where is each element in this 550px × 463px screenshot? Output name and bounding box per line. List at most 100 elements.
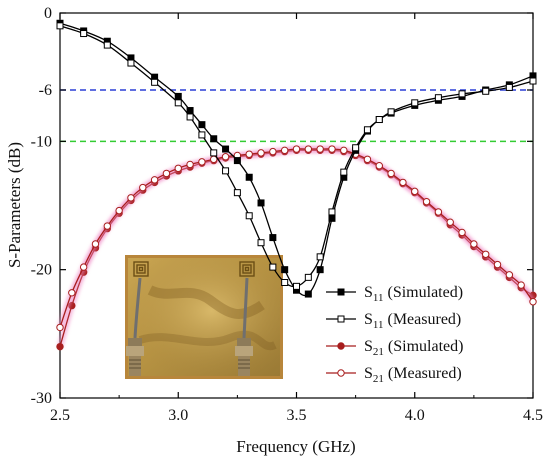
legend-label-1: S11 (Measured) [364, 311, 461, 331]
series-3-point-0 [56, 323, 64, 332]
series-0-point-8 [210, 135, 218, 143]
series-2-point-0 [56, 342, 64, 351]
series-0-point-12 [257, 199, 265, 207]
y-tick-label-2: -10 [31, 133, 52, 150]
series-3-point-23 [328, 145, 336, 153]
series-0-point-5 [174, 92, 182, 100]
series-3-point-20 [292, 145, 301, 153]
series-1-point-8 [210, 149, 218, 157]
series-1-point-19 [340, 168, 348, 176]
legend-marker-1 [337, 315, 345, 323]
series-3-point-9 [162, 169, 171, 178]
series-layer [56, 19, 537, 351]
series-3-point-39 [517, 281, 525, 289]
series-3-point-1 [68, 289, 76, 297]
series-1-point-7 [198, 131, 206, 139]
series-1-point-12 [257, 239, 265, 247]
x-tick-label-3: 4.0 [405, 407, 425, 424]
series-1-point-14 [281, 279, 289, 286]
series-0-point-17 [316, 266, 324, 274]
legend-label-2: S21 (Simulated) [364, 338, 463, 358]
series-3-point-14 [221, 153, 230, 161]
series-1-point-18 [328, 208, 336, 216]
series-3-point-37 [493, 260, 502, 269]
legend-marker-3 [337, 369, 345, 377]
series-1-point-26 [458, 90, 466, 98]
series-1-point-22 [375, 116, 383, 124]
right-connector [235, 338, 253, 376]
series-3-point-32 [434, 208, 443, 216]
left-feed-pattern [133, 261, 149, 277]
legend: S11 (Simulated) S11 (Measured) S21 (Simula… [326, 284, 463, 385]
series-3-point-12 [198, 158, 206, 166]
series-3-point-30 [411, 187, 419, 196]
series-3-point-4 [103, 222, 112, 230]
left-connector [126, 338, 144, 376]
right-feed-pattern [239, 261, 255, 277]
series-1 [56, 22, 537, 290]
right-cable [242, 277, 249, 339]
series-1-point-29 [529, 77, 537, 85]
series-1-point-11 [245, 212, 253, 220]
y-tick-label-3: -20 [31, 262, 52, 279]
series-3-point-7 [139, 183, 147, 192]
series-3-point-40 [529, 298, 537, 306]
y-tick-label-1: -6 [39, 82, 52, 99]
series-3-point-6 [127, 194, 135, 202]
series-3-point-31 [422, 197, 431, 206]
series-1-point-28 [505, 83, 513, 91]
series-1-point-4 [151, 78, 159, 86]
y-axis-label: S-Parameters (dB) [5, 142, 24, 268]
x-axis-label: Frequency (GHz) [236, 437, 355, 456]
x-tick-label-2: 3.5 [287, 407, 307, 424]
series-1-point-6 [186, 113, 194, 121]
series-3-point-18 [269, 147, 277, 156]
y-tick-label-0: 0 [44, 5, 52, 22]
series-1-point-2 [103, 41, 111, 49]
legend-marker-2 [337, 342, 345, 350]
left-cable [133, 277, 142, 339]
legend-marker-0 [337, 288, 345, 296]
series-3-point-8 [150, 176, 159, 184]
series-1-point-16 [304, 273, 312, 281]
series-0-point-6 [186, 107, 194, 115]
series-0-point-13 [269, 234, 277, 242]
series-3-point-16 [245, 150, 253, 158]
series-3-point-3 [91, 240, 100, 248]
x-tick-label-1: 3.0 [168, 407, 188, 424]
series-0-point-16 [304, 290, 312, 298]
legend-label-0: S11 (Simulated) [364, 284, 463, 304]
x-tick-label-4: 4.5 [523, 407, 543, 424]
series-0-point-11 [245, 173, 253, 181]
reference-lines [60, 89, 533, 143]
series-3-point-17 [257, 149, 265, 157]
axes: 2.5 3.0 3.5 4.0 4.5 0 -6 -10 -20 -30 [31, 5, 543, 424]
series-1-point-5 [174, 99, 182, 107]
series-3-point-27 [375, 162, 383, 170]
series-3-point-11 [186, 160, 194, 169]
series-3 [56, 145, 537, 332]
series-3-point-22 [316, 145, 324, 153]
series-3-point-21 [304, 145, 313, 153]
inset-photo [125, 255, 283, 379]
series-0-point-9 [222, 145, 230, 153]
series-1-point-0 [56, 22, 64, 30]
series-3-point-5 [115, 206, 123, 215]
series-1-point-21 [363, 126, 371, 134]
series-1-point-13 [269, 263, 277, 271]
series-1-point-9 [222, 167, 230, 175]
series-1-point-23 [387, 108, 395, 116]
series-1-point-17 [316, 253, 324, 261]
series-1-point-1 [80, 30, 88, 38]
series-0-point-7 [198, 121, 206, 129]
series-1-point-20 [352, 144, 360, 152]
series-1-point-15 [293, 282, 300, 290]
series-1-point-3 [127, 59, 135, 67]
series-3-point-26 [363, 155, 372, 164]
series-3-point-33 [446, 218, 454, 226]
series-3-point-38 [505, 271, 514, 279]
series-3-point-35 [470, 240, 478, 248]
legend-label-3: S21 (Measured) [364, 365, 462, 385]
series-1-point-27 [482, 87, 490, 95]
